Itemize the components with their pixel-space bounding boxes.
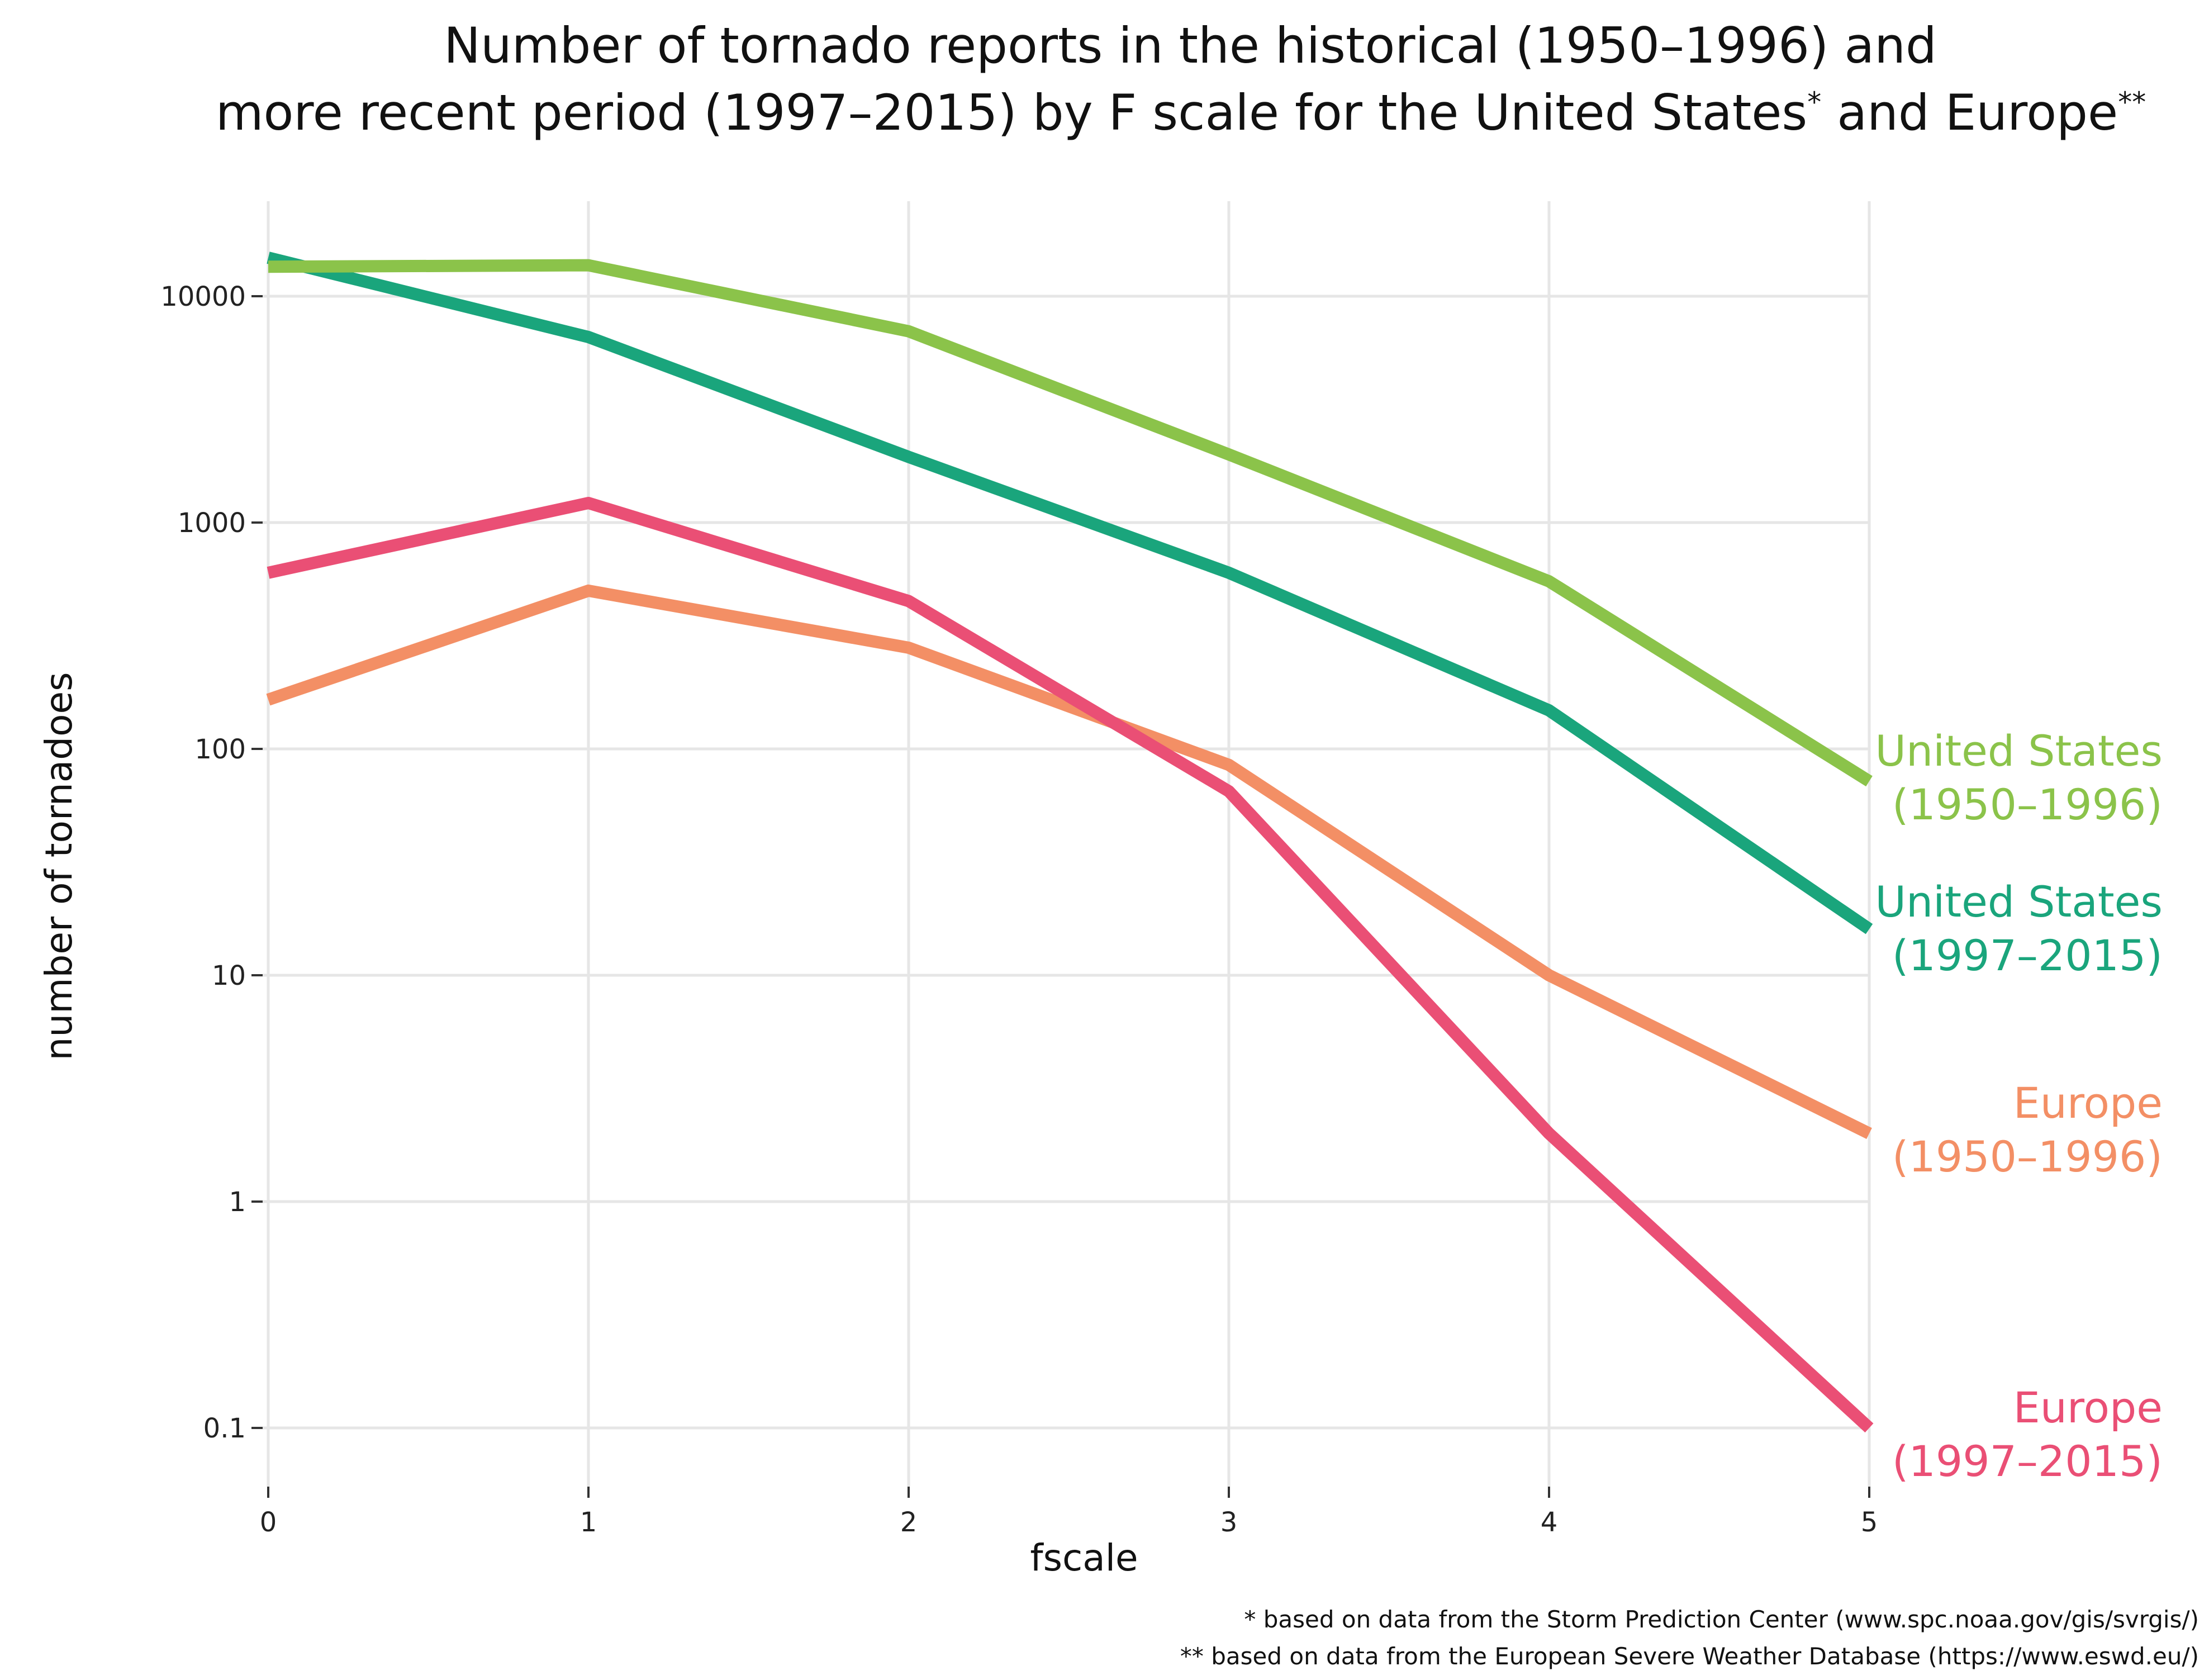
series-label-period: (1997–2015) bbox=[1892, 931, 2163, 980]
series-lines bbox=[266, 251, 1874, 1433]
x-axis-title: fscale bbox=[1030, 1536, 1138, 1579]
y-tick-label: 0.1 bbox=[203, 1413, 246, 1444]
x-tick-label: 5 bbox=[1861, 1507, 1878, 1538]
y-axis-ticks: 10000 1000 100 10 1 0.1 bbox=[160, 281, 263, 1444]
y-tick-label: 10000 bbox=[160, 281, 246, 312]
series-line-europe-1950-1996 bbox=[266, 584, 1872, 1139]
series-line-united-states-1997-2015 bbox=[267, 251, 1873, 934]
y-tick-label: 100 bbox=[194, 734, 246, 765]
footnote-eswd: ** based on data from the European Sever… bbox=[1180, 1643, 2199, 1670]
series-label-name: Europe bbox=[2013, 1383, 2163, 1432]
series-label-name: United States bbox=[1875, 877, 2163, 927]
y-tick-label: 1 bbox=[229, 1187, 246, 1218]
series-label-name: Europe bbox=[2013, 1078, 2163, 1128]
footnote-spc: * based on data from the Storm Predictio… bbox=[1244, 1606, 2199, 1633]
y-tick-label: 10 bbox=[212, 960, 246, 991]
series-label-name: United States bbox=[1875, 726, 2163, 776]
y-tick-label: 1000 bbox=[178, 507, 246, 539]
chart-title-line-2: more recent period (1997–2015) by F scal… bbox=[216, 84, 2146, 141]
x-axis-ticks: 0 1 2 3 4 5 bbox=[260, 1487, 1878, 1538]
series-label-period: (1950–1996) bbox=[1892, 1132, 2163, 1181]
x-tick-label: 2 bbox=[900, 1507, 918, 1538]
chart-title-footnote-mark-1: * bbox=[1807, 86, 1821, 118]
chart-title-line-1: Number of tornado reports in the histori… bbox=[444, 17, 1937, 74]
x-tick-label: 0 bbox=[260, 1507, 277, 1538]
chart-title-footnote-mark-2: ** bbox=[2118, 86, 2146, 118]
series-line-europe-1997-2015 bbox=[267, 497, 1874, 1433]
x-tick-label: 4 bbox=[1541, 1507, 1558, 1538]
chart-title-line-2-tail: and Europe bbox=[1821, 84, 2118, 141]
series-labels: United States(1950–1996)United States(19… bbox=[1875, 726, 2163, 1486]
series-label-period: (1950–1996) bbox=[1892, 780, 2163, 829]
x-tick-label: 1 bbox=[580, 1507, 597, 1538]
series-label-period: (1997–2015) bbox=[1892, 1436, 2163, 1486]
series-line-united-states-1950-1996 bbox=[268, 259, 1873, 787]
chart-title-line-2-main: more recent period (1997–2015) by F scal… bbox=[216, 84, 1807, 141]
x-tick-label: 3 bbox=[1220, 1507, 1238, 1538]
grid-lines bbox=[263, 201, 1871, 1487]
y-axis-title: number of tornadoes bbox=[37, 672, 80, 1061]
